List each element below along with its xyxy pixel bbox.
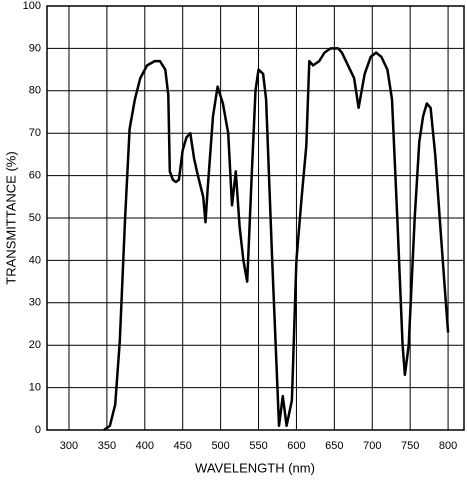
x-tick-label: 400: [136, 440, 154, 452]
x-tick-label: 550: [249, 440, 267, 452]
data-line: [103, 47, 450, 432]
x-tick-label: 750: [401, 440, 419, 452]
y-tick-label: 60: [29, 170, 41, 182]
y-tick-label: 50: [29, 212, 41, 224]
x-tick-label: 600: [287, 440, 305, 452]
y-tick-label: 30: [29, 297, 41, 309]
y-tick-label: 80: [29, 85, 41, 97]
y-tick-label: 20: [29, 339, 41, 351]
y-tick-label: 100: [23, 0, 41, 12]
y-axis-label: TRANSMITTANCE (%): [3, 151, 18, 284]
x-axis-label: WAVELENGTH (nm): [195, 460, 315, 475]
x-tick-label: 450: [174, 440, 192, 452]
x-tick-label: 800: [439, 440, 457, 452]
x-tick-label: 650: [325, 440, 343, 452]
x-tick-label: 700: [363, 440, 381, 452]
y-tick-label: 0: [35, 424, 41, 436]
x-tick-label: 350: [98, 440, 116, 452]
y-tick-label: 90: [29, 42, 41, 54]
y-tick-label: 40: [29, 254, 41, 266]
y-tick-label: 70: [29, 127, 41, 139]
x-tick-label: 500: [211, 440, 229, 452]
y-tick-label: 10: [29, 382, 41, 394]
x-tick-label: 300: [60, 440, 78, 452]
